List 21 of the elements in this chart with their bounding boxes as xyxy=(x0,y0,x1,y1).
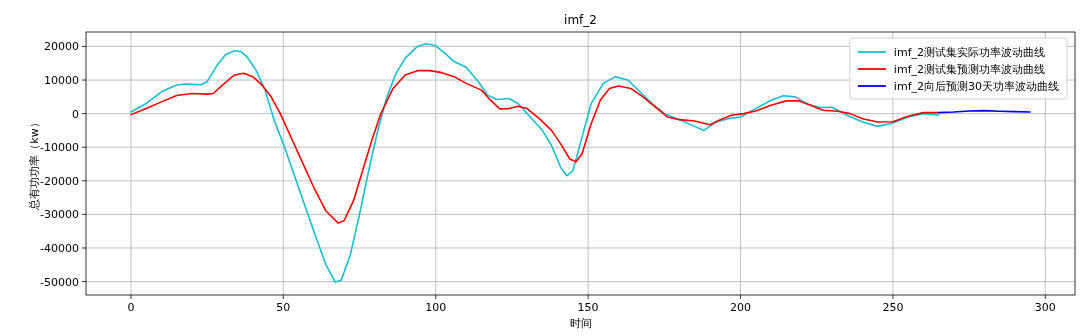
y-tick-label: -10000 xyxy=(40,141,79,155)
x-tick-label: 150 xyxy=(577,301,599,314)
x-tick-label: 300 xyxy=(1034,301,1056,314)
x-tick-label: 0 xyxy=(127,301,135,314)
legend-label: imf_2测试集预测功率波动曲线 xyxy=(893,63,1046,76)
y-tick-label: 0 xyxy=(72,107,79,121)
y-tick-label: 10000 xyxy=(44,74,79,88)
legend-label: imf_2向后预测30天功率波动曲线 xyxy=(893,80,1059,93)
y-tick-label: -20000 xyxy=(40,174,79,188)
y-tick-label: 20000 xyxy=(44,40,79,54)
legend-label: imf_2测试集实际功率波动曲线 xyxy=(893,46,1046,59)
y-axis-title: 总有功功率（kw） xyxy=(28,117,41,211)
y-tick-label: -50000 xyxy=(40,275,79,289)
x-tick-label: 200 xyxy=(730,301,752,314)
x-tick-label: 50 xyxy=(276,301,291,314)
x-tick-label: 250 xyxy=(882,301,904,314)
y-tick-label: -30000 xyxy=(40,208,79,222)
x-axis-title: 时间 xyxy=(569,317,592,330)
y-tick-label: -40000 xyxy=(40,241,79,255)
chart-title: imf_2 xyxy=(564,13,597,27)
x-tick-label: 100 xyxy=(425,301,447,314)
